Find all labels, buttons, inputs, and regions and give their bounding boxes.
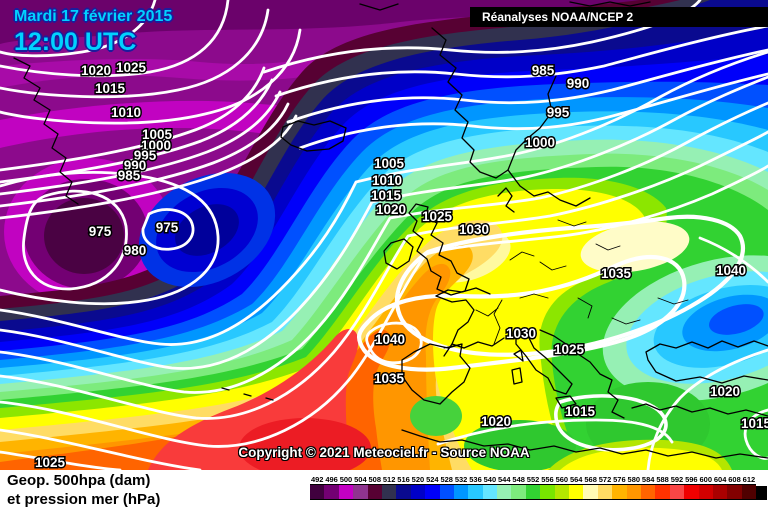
colorbar-tick: 612 bbox=[741, 475, 757, 500]
pressure-label: 1040 bbox=[716, 263, 746, 278]
colorbar-tick: 520 bbox=[410, 475, 426, 500]
coastlines bbox=[13, 1, 768, 459]
pressure-label: 985 bbox=[118, 168, 141, 183]
colorbar-tick: 560 bbox=[554, 475, 570, 500]
colorbar-tick: 556 bbox=[540, 475, 555, 500]
pressure-label: 1030 bbox=[506, 326, 536, 341]
colorbar-tick: 544 bbox=[497, 475, 512, 500]
colorbar: 492 496 500 504 508 512 516 520 524 528 532 536 540 5… bbox=[310, 475, 768, 500]
legend-title-line2: et pression mer (hPa) bbox=[7, 491, 161, 508]
isobars bbox=[0, 0, 768, 470]
pressure-label: 1015 bbox=[565, 404, 596, 419]
pressure-label: 1015 bbox=[741, 416, 768, 431]
pressure-label: 1005 bbox=[374, 156, 405, 171]
legend-footer: Geop. 500hpa (dam) et pression mer (hPa)… bbox=[0, 470, 768, 512]
pressure-label: 1020 bbox=[376, 202, 406, 217]
colorbar-tick: 496 bbox=[324, 475, 339, 500]
colorbar-tick: 576 bbox=[612, 475, 627, 500]
colorbar-tick: 548 bbox=[511, 475, 526, 500]
pressure-label: 1010 bbox=[111, 105, 141, 120]
pressure-label: 1010 bbox=[372, 173, 402, 188]
pressure-label: 990 bbox=[567, 76, 590, 91]
pressure-label: 975 bbox=[156, 220, 179, 235]
colorbar-endcap bbox=[756, 486, 768, 500]
colorbar-tick: 516 bbox=[396, 475, 411, 500]
pressure-label: 1020 bbox=[481, 414, 511, 429]
pressure-label: 1040 bbox=[375, 332, 405, 347]
legend-title: Geop. 500hpa (dam) et pression mer (hPa) bbox=[7, 471, 160, 509]
pressure-label: 1015 bbox=[371, 188, 402, 203]
colorbar-tick: 580 bbox=[626, 475, 641, 500]
pressure-label: 1035 bbox=[374, 371, 405, 386]
colorbar-tick: 572 bbox=[597, 475, 613, 500]
colorbar-tick: 564 bbox=[569, 475, 584, 500]
pressure-label: 1020 bbox=[81, 63, 111, 78]
pressure-label: 1030 bbox=[459, 222, 489, 237]
colorbar-tick: 588 bbox=[655, 475, 670, 500]
colorbar-tick: 596 bbox=[684, 475, 699, 500]
pressure-label: 995 bbox=[547, 105, 570, 120]
colorbar-tick: 508 bbox=[367, 475, 382, 500]
pressure-label: 995 bbox=[134, 148, 157, 163]
colorbar-tick: 492 bbox=[310, 475, 325, 500]
pressure-label: 1020 bbox=[710, 384, 740, 399]
pressure-label: 1025 bbox=[422, 209, 453, 224]
pressure-label: 975 bbox=[89, 224, 112, 239]
colorbar-tick: 504 bbox=[353, 475, 368, 500]
colorbar-tick: 604 bbox=[712, 475, 728, 500]
colorbar-tick: 592 bbox=[669, 475, 685, 500]
pressure-label: 1025 bbox=[554, 342, 585, 357]
colorbar-tick: 600 bbox=[698, 475, 713, 500]
colorbar-tick: 608 bbox=[727, 475, 742, 500]
pressure-label: 990 bbox=[124, 158, 147, 173]
colorbar-tick: 528 bbox=[439, 475, 454, 500]
colorbar-tick: 540 bbox=[482, 475, 498, 500]
pressure-label: 1000 bbox=[525, 135, 555, 150]
pressure-label: 980 bbox=[124, 243, 147, 258]
pressure-label: 1025 bbox=[35, 455, 66, 470]
pressure-label: 1025 bbox=[116, 60, 147, 75]
weather-map: 1020 1025 1015 1010 1005 1000 995 990 985 975 975 9… bbox=[0, 0, 768, 470]
pressure-label: 1005 bbox=[142, 127, 173, 142]
pressure-label: 985 bbox=[532, 63, 555, 78]
colorbar-tick: 552 bbox=[525, 475, 541, 500]
colorbar-tick: 536 bbox=[468, 475, 483, 500]
colorbar-tick: 568 bbox=[583, 475, 598, 500]
colorbar-tick: 500 bbox=[338, 475, 354, 500]
colorbar-tick: 512 bbox=[381, 475, 397, 500]
colorbar-tick: 532 bbox=[453, 475, 469, 500]
legend-title-line1: Geop. 500hpa (dam) bbox=[7, 472, 151, 489]
colorbar-tick: 524 bbox=[425, 475, 440, 500]
pressure-label: 1015 bbox=[95, 81, 126, 96]
pressure-label: 1000 bbox=[141, 138, 171, 153]
colorbar-tick: 584 bbox=[640, 475, 656, 500]
pressure-label: 1035 bbox=[601, 266, 632, 281]
